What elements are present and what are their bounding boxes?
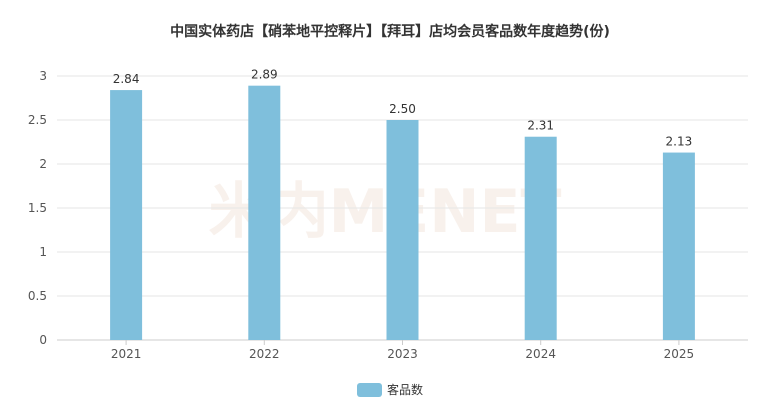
data-label: 2.50 bbox=[389, 102, 416, 116]
bar[interactable] bbox=[662, 152, 695, 340]
y-tick-label: 2 bbox=[39, 157, 47, 171]
bar[interactable] bbox=[524, 136, 557, 340]
legend-label[interactable]: 客品数 bbox=[387, 382, 423, 397]
data-label: 2.89 bbox=[251, 68, 278, 82]
bar[interactable] bbox=[248, 85, 281, 341]
data-label: 2.31 bbox=[527, 119, 554, 133]
x-tick-label: 2022 bbox=[249, 347, 280, 361]
x-tick-label: 2025 bbox=[664, 347, 695, 361]
y-tick-label: 3 bbox=[39, 69, 47, 83]
bar[interactable] bbox=[386, 120, 419, 340]
x-tick-label: 2021 bbox=[111, 347, 142, 361]
y-axis: 0 0.5 1 1.5 2 2.5 3 bbox=[28, 69, 47, 347]
y-tick-label: 2.5 bbox=[28, 113, 47, 127]
y-tick-label: 1 bbox=[39, 245, 47, 259]
chart-title: 中国实体药店【硝苯地平控释片】【拜耳】店均会员客品数年度趋势(份) bbox=[170, 23, 610, 40]
x-axis: 2021 2022 2023 2024 2025 bbox=[57, 339, 748, 361]
legend[interactable]: 客品数 bbox=[357, 382, 423, 397]
legend-swatch[interactable] bbox=[357, 383, 382, 397]
data-label: 2.13 bbox=[666, 135, 693, 149]
data-label: 2.84 bbox=[113, 72, 140, 86]
bars bbox=[110, 85, 695, 341]
y-tick-label: 0 bbox=[39, 333, 47, 347]
y-tick-label: 1.5 bbox=[28, 201, 47, 215]
bar[interactable] bbox=[110, 90, 143, 340]
x-tick-label: 2024 bbox=[525, 347, 556, 361]
x-tick-label: 2023 bbox=[387, 347, 418, 361]
y-tick-label: 0.5 bbox=[28, 289, 47, 303]
data-labels: 2.84 2.89 2.50 2.31 2.13 bbox=[113, 68, 693, 149]
